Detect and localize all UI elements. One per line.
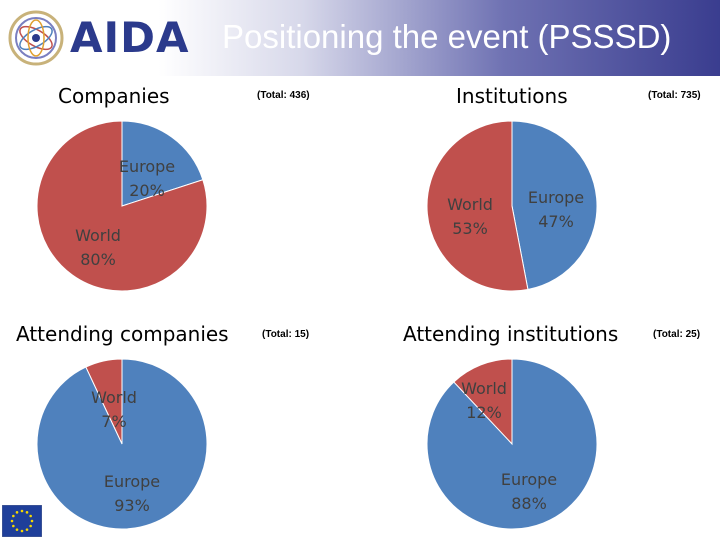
pie-slice-attending-institutions-world — [453, 358, 513, 446]
eu-flag-star — [15, 511, 19, 514]
pie-slice-companies-europe — [121, 120, 204, 207]
eu-flag-star — [20, 529, 24, 533]
eu-flag-star — [15, 528, 19, 531]
pie-label-institutions-europe-percent: 47% — [538, 212, 574, 231]
chart-total-institutions: (Total: 735) — [648, 90, 701, 101]
pie-slice-attending-institutions-europe — [426, 358, 598, 530]
eu-flag-star — [10, 519, 14, 523]
eu-flag-star — [20, 509, 24, 513]
pie-slice-companies-world — [36, 120, 208, 292]
chart-title-attending-institutions: Attending institutions — [403, 322, 619, 346]
chart-title-companies: Companies — [58, 84, 170, 108]
pie-label-companies-world-percent: 80% — [80, 250, 116, 269]
pie-label-attending-institutions-europe-name: Europe — [501, 470, 557, 489]
chart-total-companies: (Total: 436) — [257, 90, 310, 101]
pie-label-companies-europe-percent: 20% — [129, 181, 165, 200]
chart-total-attending-companies: (Total: 15) — [262, 329, 310, 340]
aida-logo-icon — [8, 10, 64, 66]
eu-flag-star — [12, 514, 15, 518]
eu-flag-star — [25, 528, 29, 531]
pie-slice-institutions-europe — [511, 120, 598, 291]
pie-label-companies-world-name: World — [75, 226, 121, 245]
slide-title: Positioning the event (PSSSD) — [222, 18, 672, 55]
pie-label-attending-companies-world-name: World — [91, 388, 137, 407]
pie-label-attending-institutions-world-name: World — [461, 379, 507, 398]
pie-slice-institutions-world — [426, 120, 529, 292]
pie-label-attending-companies-europe-percent: 93% — [114, 496, 150, 515]
chart-total-attending-institutions: (Total: 25) — [653, 329, 701, 340]
eu-flag-star — [29, 514, 32, 518]
eu-flag-icon — [2, 505, 42, 537]
aida-logo: AIDA — [6, 8, 196, 68]
eu-flag-star — [25, 511, 29, 514]
pie-label-institutions-world-name: World — [447, 195, 493, 214]
pie-label-attending-institutions-world-percent: 12% — [466, 403, 502, 422]
pie-label-attending-institutions-europe-percent: 88% — [511, 494, 547, 513]
aida-logo-text: AIDA — [70, 13, 190, 62]
pie-label-attending-companies-europe-name: Europe — [104, 472, 160, 491]
eu-flag-star — [12, 524, 15, 528]
pie-label-institutions-europe-name: Europe — [528, 188, 584, 207]
pie-slice-attending-companies-europe — [36, 358, 208, 530]
pie-label-companies-europe-name: Europe — [119, 157, 175, 176]
eu-flag-star — [29, 524, 32, 528]
slide-header: AIDA Positioning the event (PSSSD) — [0, 0, 720, 76]
pie-label-institutions-world-percent: 53% — [452, 219, 488, 238]
chart-title-institutions: Institutions — [456, 84, 568, 108]
pie-label-attending-companies-world-percent: 7% — [101, 412, 126, 431]
chart-title-attending-companies: Attending companies — [16, 322, 229, 346]
eu-flag-star — [30, 519, 34, 523]
